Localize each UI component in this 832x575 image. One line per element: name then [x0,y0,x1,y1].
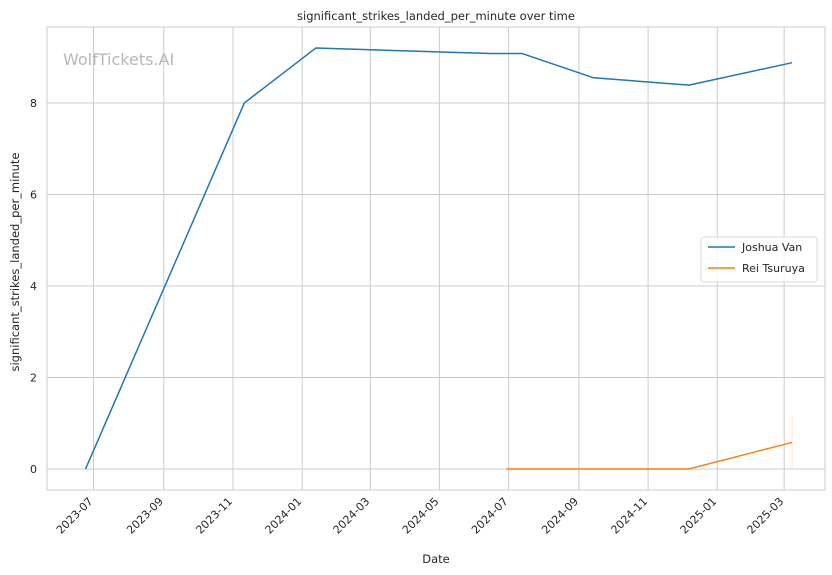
x-tick-label: 2024-09 [539,495,581,537]
x-tick-label: 2023-09 [124,495,166,537]
y-tick-labels: 0 2 4 6 8 [30,97,37,476]
x-tick-label: 2023-07 [54,495,96,537]
grid [47,27,825,490]
y-tick-label: 4 [30,280,37,293]
chart-title: significant_strikes_landed_per_minute ov… [297,9,575,23]
x-tick-label: 2025-03 [745,495,787,537]
legend-box [700,236,818,283]
x-tick-label: 2024-05 [400,495,442,537]
x-tick-labels: 2023-07 2023-09 2023-11 2024-01 2024-03 2024-… [54,495,786,537]
watermark: WolfTickets.AI [63,50,174,69]
x-tick-label: 2024-03 [331,495,373,537]
x-tick-label: 2023-11 [193,495,235,537]
x-axis-title: Date [422,552,450,566]
y-tick-label: 0 [30,463,37,476]
series-layer [84,47,793,470]
series-line-rei-tsuruya [506,441,793,470]
x-tick-label: 2024-01 [263,495,305,537]
series-line-joshua-van [84,47,793,470]
y-tick-label: 8 [30,97,37,110]
y-tick-label: 2 [30,371,37,384]
y-tick-label: 6 [30,188,37,201]
legend-label-joshua-van: Joshua Van [741,241,802,254]
y-axis-title: significant_strikes_landed_per_minute [8,153,22,372]
plot-area [46,26,826,491]
legend: Joshua Van Rei Tsuruya [700,236,818,283]
legend-label-rei-tsuruya: Rei Tsuruya [742,262,805,275]
x-tick-label: 2024-07 [469,495,511,537]
x-tick-label: 2025-01 [678,495,720,537]
x-tick-label: 2024-11 [609,495,651,537]
